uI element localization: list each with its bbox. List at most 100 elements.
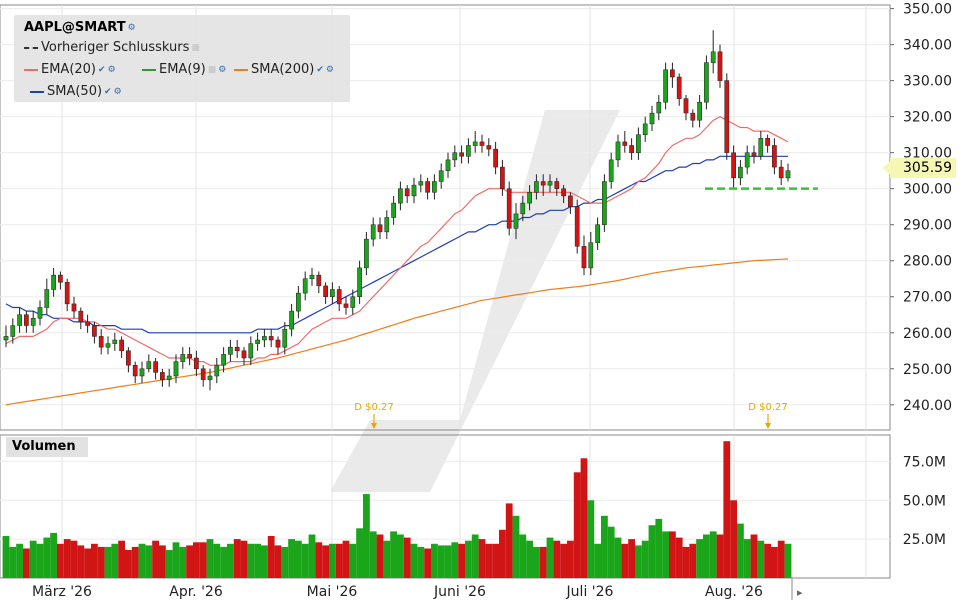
candle — [187, 347, 192, 366]
settings-icon[interactable]: ⚙ — [325, 64, 334, 75]
candle — [622, 131, 628, 153]
candle — [588, 231, 594, 276]
candle-body — [316, 274, 322, 287]
volume-bar — [125, 550, 132, 578]
x-axis-label: Aug. '26 — [705, 584, 763, 600]
sma50-path — [5, 155, 788, 334]
candle — [357, 260, 362, 304]
volume-bar — [709, 531, 717, 578]
line-swatch-icon — [24, 68, 38, 71]
volume-bar — [587, 500, 595, 578]
candle — [506, 181, 512, 236]
price-tick-label: 350.00 — [903, 2, 952, 18]
candle-body — [78, 310, 84, 323]
settings-icon[interactable]: ⚙ — [218, 64, 227, 75]
candle-body — [51, 274, 56, 290]
volume-bar — [186, 545, 193, 578]
candle — [377, 217, 383, 240]
volume-bar — [641, 540, 649, 578]
legend-item-ema20[interactable]: EMA(20) ✔ ⚙ — [24, 62, 116, 77]
watermark-shape — [330, 110, 620, 492]
volume-bar — [308, 534, 316, 578]
volume-bar — [301, 543, 309, 578]
candle — [316, 271, 322, 294]
check-icon[interactable]: ✔ — [98, 64, 106, 75]
candle — [268, 329, 274, 348]
candle — [418, 174, 424, 193]
candle — [30, 311, 36, 333]
price-tick-label: 300.00 — [903, 182, 952, 198]
candle — [717, 44, 723, 88]
settings-icon[interactable]: ⚙ — [107, 64, 116, 75]
settings-icon[interactable]: ⚙ — [113, 86, 122, 97]
volume-bar — [240, 540, 248, 578]
candle — [166, 368, 172, 387]
volume-bar — [335, 543, 343, 578]
candle — [636, 127, 641, 160]
volume-bar — [193, 542, 200, 579]
legend-item-sma200[interactable]: SMA(200) ✔ ⚙ — [234, 62, 334, 77]
volume-bar — [138, 543, 146, 578]
volume-bar — [465, 540, 472, 578]
volume-bar — [247, 543, 255, 578]
volume-bar — [356, 528, 363, 578]
candle — [370, 217, 376, 247]
volume-bar — [743, 539, 751, 578]
check-icon[interactable]: ✔ — [104, 86, 112, 97]
volume-bar — [145, 545, 153, 578]
volume-bar — [281, 546, 289, 578]
scroll-arrow-icon: ▸ — [797, 586, 803, 599]
candle — [520, 195, 526, 222]
volume-tick-label: 50.0M — [903, 493, 946, 509]
ema20-line — [5, 116, 789, 366]
volume-bar — [267, 536, 275, 578]
checkbox-icon[interactable]: ■ — [191, 42, 200, 53]
candle-body — [17, 314, 22, 326]
volume-bar — [213, 543, 221, 578]
candle-body — [146, 361, 152, 370]
candle — [282, 321, 288, 355]
candle — [615, 134, 621, 168]
volume-bar — [254, 543, 261, 578]
x-axis-label: Juni '26 — [433, 584, 486, 600]
volume-bar — [403, 537, 411, 578]
volume-bar — [315, 542, 323, 579]
price-tick-label: 340.00 — [903, 38, 952, 54]
volume-bar — [716, 534, 724, 578]
candle — [452, 145, 458, 168]
candle-body — [561, 188, 566, 197]
legend-panel[interactable]: AAPL@SMART ⚙ Vorheriger Schlusskurs ■ EMA(… — [14, 15, 350, 102]
candle — [479, 134, 485, 153]
candle-body — [166, 375, 172, 380]
candle — [649, 105, 655, 132]
candle — [595, 217, 600, 250]
candle — [343, 296, 349, 315]
volume-bar — [485, 543, 493, 578]
candle — [561, 185, 566, 204]
volume-bar — [533, 546, 540, 578]
price-tick-label: 260.00 — [903, 326, 952, 342]
volume-bar — [50, 532, 57, 578]
candle — [554, 177, 560, 196]
volume-bar — [499, 529, 506, 578]
candle-body — [418, 181, 424, 186]
volume-bar — [424, 548, 431, 578]
candle-body — [772, 145, 777, 168]
candle-body — [500, 166, 505, 189]
legend-item-prev-close[interactable]: Vorheriger Schlusskurs ■ — [24, 40, 200, 55]
candle — [214, 357, 220, 384]
candle — [500, 159, 505, 196]
candle-body — [160, 372, 165, 380]
checkbox-icon[interactable]: ■ — [207, 64, 217, 75]
volume-bar — [57, 543, 64, 578]
volume-bar — [723, 441, 731, 578]
legend-item-ema9[interactable]: EMA(9) ■ ⚙ — [142, 62, 226, 77]
volume-bar — [179, 546, 187, 578]
settings-icon[interactable]: ⚙ — [127, 22, 136, 33]
check-icon[interactable]: ✔ — [316, 64, 324, 75]
candle-body — [452, 152, 458, 161]
volume-bar — [288, 539, 295, 578]
legend-item-sma50[interactable]: SMA(50) ✔ ⚙ — [30, 84, 122, 99]
candle — [10, 318, 16, 344]
